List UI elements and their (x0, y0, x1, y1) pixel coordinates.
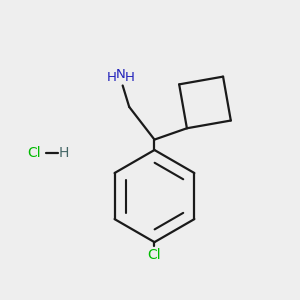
Text: H: H (107, 71, 117, 84)
Text: Cl: Cl (27, 146, 41, 160)
Text: H: H (125, 71, 135, 84)
Text: H: H (58, 146, 69, 160)
Text: N: N (116, 68, 126, 81)
Text: Cl: Cl (148, 248, 161, 262)
